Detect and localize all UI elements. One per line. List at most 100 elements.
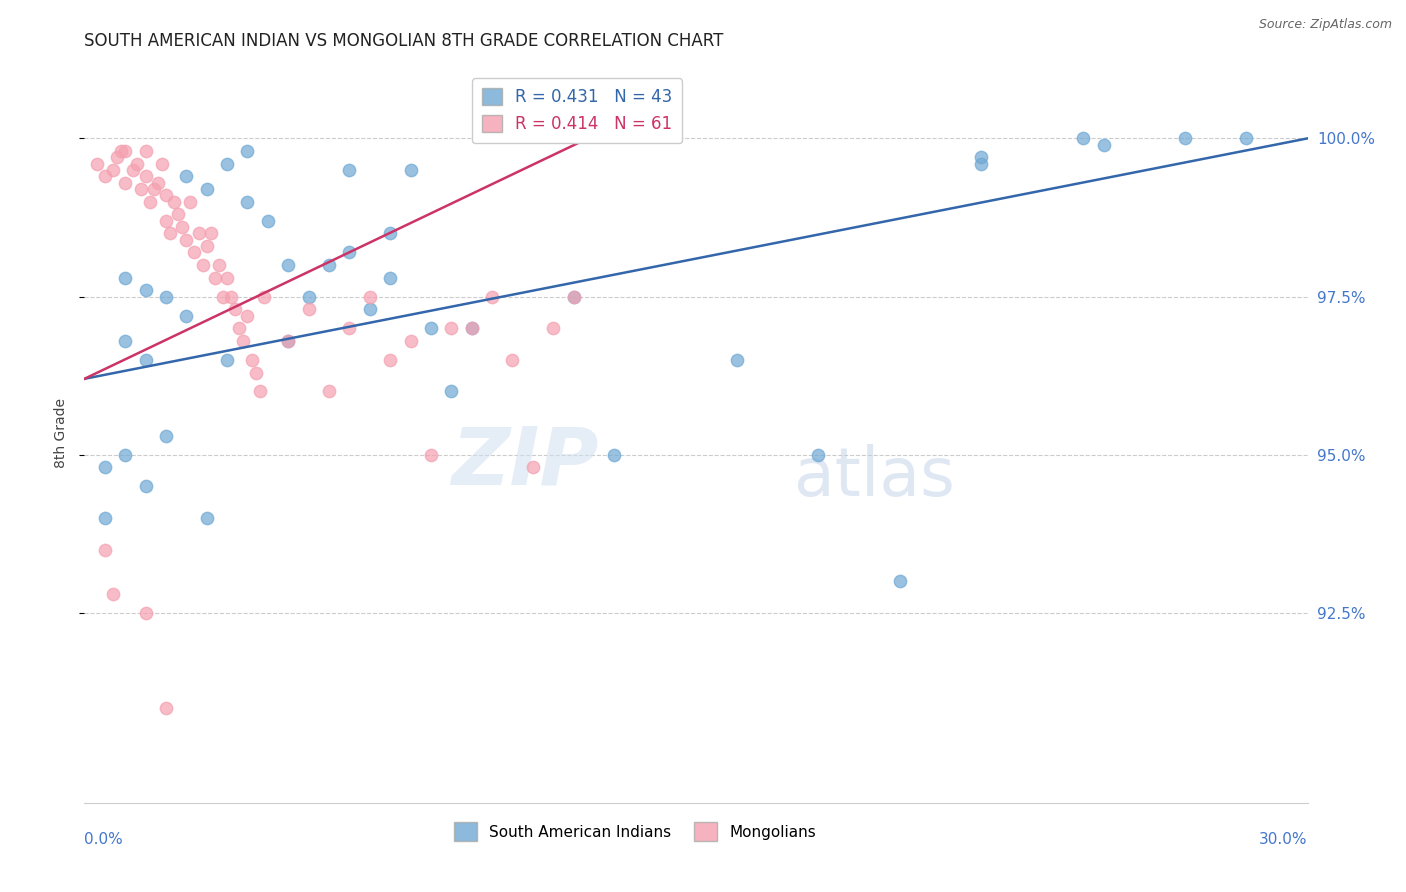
Point [420, 448, 443, 462]
Point [204, 270, 226, 285]
Point [257, 213, 280, 227]
Point [807, 448, 830, 462]
Text: atlas: atlas [794, 444, 955, 510]
Point [562, 289, 585, 303]
Point [183, 245, 205, 260]
Point [93, 511, 115, 525]
Point [240, 352, 263, 367]
Point [127, 157, 149, 171]
Point [970, 157, 993, 171]
Point [105, 150, 128, 164]
Point [101, 587, 124, 601]
Point [1073, 131, 1095, 145]
Point [420, 321, 443, 335]
Point [236, 194, 259, 209]
Point [167, 207, 190, 221]
Point [399, 334, 422, 348]
Point [298, 302, 321, 317]
Point [236, 309, 259, 323]
Point [1236, 131, 1258, 145]
Point [135, 606, 157, 620]
Point [155, 188, 177, 202]
Point [114, 144, 136, 158]
Point [725, 352, 748, 367]
Point [142, 182, 165, 196]
Y-axis label: 8th Grade: 8th Grade [53, 398, 67, 467]
Point [399, 163, 422, 178]
Point [217, 352, 239, 367]
Point [461, 321, 484, 335]
Point [114, 334, 136, 348]
Text: ZIP: ZIP [451, 423, 598, 501]
Point [1092, 137, 1115, 152]
Point [380, 227, 402, 241]
Point [122, 163, 145, 178]
Point [318, 384, 340, 399]
Point [138, 194, 160, 209]
Text: 0.0%: 0.0% [84, 832, 124, 847]
Point [195, 511, 218, 525]
Point [380, 352, 402, 367]
Point [249, 384, 271, 399]
Point [277, 334, 299, 348]
Point [224, 302, 246, 317]
Point [131, 182, 153, 196]
Point [135, 144, 157, 158]
Point [228, 321, 250, 335]
Point [86, 157, 108, 171]
Point [93, 460, 115, 475]
Point [339, 321, 361, 335]
Point [146, 176, 169, 190]
Text: SOUTH AMERICAN INDIAN VS MONGOLIAN 8TH GRADE CORRELATION CHART: SOUTH AMERICAN INDIAN VS MONGOLIAN 8TH G… [84, 32, 724, 50]
Point [163, 194, 186, 209]
Point [187, 227, 209, 241]
Point [562, 289, 585, 303]
Point [217, 157, 239, 171]
Point [155, 701, 177, 715]
Point [440, 384, 463, 399]
Point [114, 176, 136, 190]
Point [155, 213, 177, 227]
Point [174, 169, 197, 184]
Point [208, 258, 231, 272]
Point [277, 334, 299, 348]
Point [889, 574, 911, 589]
Point [359, 302, 381, 317]
Point [101, 163, 124, 178]
Point [603, 448, 626, 462]
Point [135, 169, 157, 184]
Point [359, 289, 381, 303]
Point [232, 334, 254, 348]
Point [1174, 131, 1197, 145]
Point [219, 289, 242, 303]
Point [174, 309, 197, 323]
Point [236, 144, 259, 158]
Point [298, 289, 321, 303]
Point [339, 163, 361, 178]
Point [481, 289, 503, 303]
Point [114, 448, 136, 462]
Point [200, 227, 222, 241]
Point [191, 258, 214, 272]
Point [110, 144, 132, 158]
Point [217, 270, 239, 285]
Point [93, 169, 115, 184]
Point [339, 245, 361, 260]
Text: Source: ZipAtlas.com: Source: ZipAtlas.com [1258, 18, 1392, 31]
Point [543, 321, 565, 335]
Point [522, 460, 544, 475]
Point [970, 150, 993, 164]
Point [440, 321, 463, 335]
Point [135, 352, 157, 367]
Point [253, 289, 276, 303]
Point [155, 289, 177, 303]
Point [174, 233, 197, 247]
Point [135, 479, 157, 493]
Point [502, 352, 524, 367]
Text: 30.0%: 30.0% [1260, 832, 1308, 847]
Point [114, 270, 136, 285]
Point [277, 258, 299, 272]
Point [159, 227, 181, 241]
Point [155, 429, 177, 443]
Point [195, 182, 218, 196]
